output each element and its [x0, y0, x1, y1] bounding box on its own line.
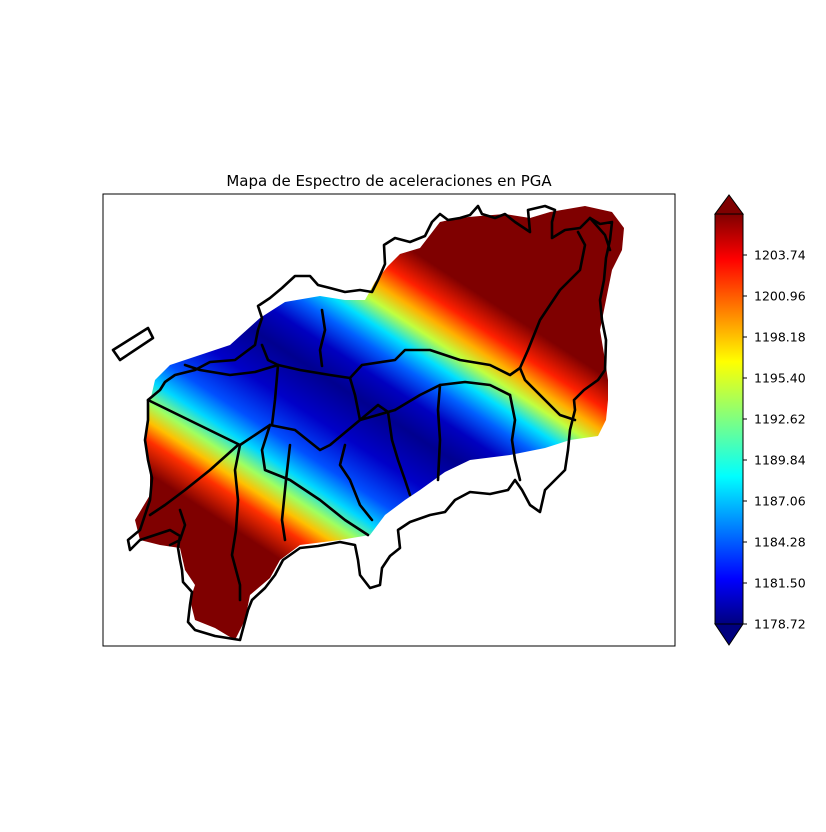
colorbar-extend-bottom	[714, 623, 744, 646]
colorbar-tick-label: 1192.62	[754, 412, 806, 427]
colorbar-extend-top	[714, 194, 744, 215]
colorbar-ticks: 1178.72 1181.50 1184.28 1187.06 1189.84 1192.…	[743, 248, 806, 632]
chart-title: Mapa de Espectro de aceleraciones en PGA	[226, 172, 552, 190]
colorbar-tick-label: 1195.40	[754, 371, 806, 386]
colorbar: 1178.72 1181.50 1184.28 1187.06 1189.84 1192.…	[714, 194, 806, 646]
colorbar-gradient	[714, 213, 744, 625]
islet-outline	[111, 326, 155, 362]
colorbar-tick-label: 1203.74	[754, 248, 806, 263]
colorbar-tick-label: 1187.06	[754, 494, 806, 509]
colorbar-tick-label: 1184.28	[754, 535, 806, 550]
colorbar-tick-label: 1178.72	[754, 617, 806, 632]
colorbar-tick-label: 1181.50	[754, 576, 806, 591]
colorbar-tick-label: 1189.84	[754, 453, 806, 468]
district-outline-outer	[126, 204, 614, 642]
colorbar-tick-label: 1198.18	[754, 330, 806, 345]
colorbar-tick-label: 1200.96	[754, 289, 806, 304]
district-boundaries	[111, 204, 614, 642]
